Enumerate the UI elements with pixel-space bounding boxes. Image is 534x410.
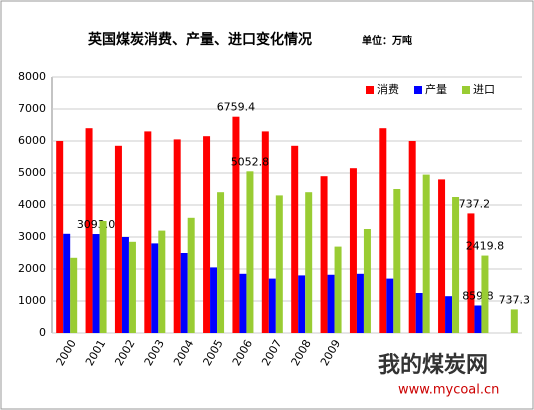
bar	[158, 230, 166, 333]
bar	[232, 116, 240, 333]
bar	[56, 141, 64, 333]
y-tick-label: 7000	[18, 102, 46, 115]
bar	[151, 243, 159, 333]
bar	[114, 145, 122, 333]
data-label: 859.8	[462, 289, 494, 302]
bar	[261, 131, 269, 333]
bar	[246, 171, 254, 333]
watermark: 我的煤炭网	[378, 352, 488, 378]
y-tick-label: 3000	[18, 230, 46, 243]
bar	[128, 241, 136, 333]
y-tick-label: 6000	[18, 134, 46, 147]
bar	[452, 197, 460, 333]
bar	[268, 278, 276, 333]
bar	[334, 246, 342, 333]
bar	[239, 273, 247, 333]
bar	[173, 139, 181, 333]
chart-subtitle: 单位：万吨	[362, 34, 412, 47]
bar	[99, 221, 107, 333]
bar	[379, 128, 387, 333]
bar	[393, 189, 401, 333]
bar	[275, 195, 283, 333]
y-tick-label: 0	[39, 326, 46, 339]
bar	[180, 253, 188, 333]
y-tick-label: 8000	[18, 70, 46, 83]
legend-label: 进口	[473, 83, 495, 96]
data-label: 737.3	[499, 293, 531, 306]
data-label: 2419.8	[466, 240, 505, 253]
legend-label: 产量	[425, 82, 447, 96]
y-tick-label: 4000	[18, 198, 46, 211]
bar	[356, 273, 364, 333]
data-label: 3737.2	[452, 197, 491, 210]
bar	[298, 275, 306, 333]
y-tick-label: 2000	[18, 262, 46, 275]
bar	[363, 229, 371, 333]
legend-swatch	[366, 86, 374, 94]
bar	[92, 234, 100, 333]
bar	[305, 192, 313, 333]
bar	[408, 141, 416, 333]
bar	[291, 145, 299, 333]
bar	[474, 305, 482, 333]
bar	[144, 131, 152, 333]
legend-swatch	[462, 86, 470, 94]
bar	[320, 176, 328, 333]
bar	[481, 255, 489, 333]
data-label: 5052.8	[231, 155, 270, 168]
bar	[386, 278, 394, 333]
legend-label: 消费	[377, 82, 399, 96]
bar	[203, 136, 211, 333]
bar	[217, 192, 225, 333]
y-tick-label: 5000	[18, 166, 46, 179]
bar	[187, 217, 195, 333]
bar	[438, 179, 446, 333]
bar	[467, 213, 475, 333]
chart-title: 英国煤炭消费、产量、进口变化情况	[87, 31, 312, 48]
bar	[70, 257, 78, 333]
data-label: 6759.4	[217, 101, 256, 114]
bar	[63, 233, 71, 333]
data-label: 3093.0	[77, 218, 116, 231]
bar	[121, 237, 129, 333]
bar	[210, 267, 218, 333]
bar	[422, 174, 430, 333]
y-tick-label: 1000	[18, 294, 46, 307]
watermark-url: www.mycoal.cn	[398, 383, 499, 398]
bar	[349, 168, 357, 333]
bar	[445, 296, 453, 333]
bar	[510, 309, 518, 333]
bar	[85, 128, 93, 333]
bar	[327, 274, 335, 333]
bar	[415, 293, 423, 333]
legend-swatch	[414, 86, 422, 94]
